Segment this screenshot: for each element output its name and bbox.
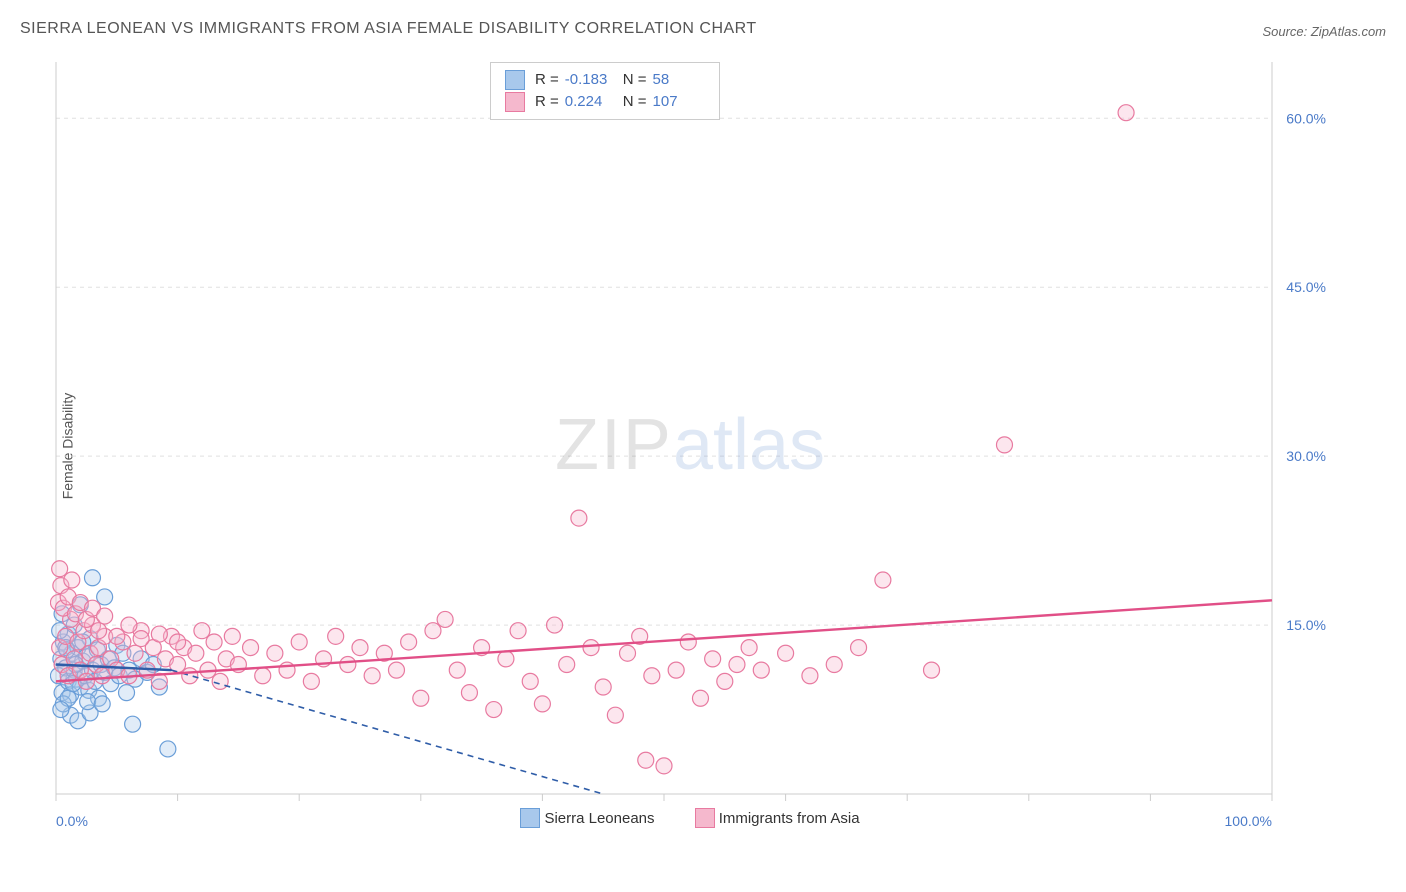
svg-text:15.0%: 15.0% bbox=[1286, 617, 1326, 633]
n-value-sierra: 58 bbox=[653, 69, 705, 91]
n-label: N = bbox=[623, 91, 647, 113]
chart-svg: 15.0%30.0%45.0%60.0%0.0%100.0% bbox=[50, 60, 1330, 830]
n-value-asia: 107 bbox=[653, 91, 705, 113]
legend-label-sierra: Sierra Leoneans bbox=[544, 810, 654, 827]
swatch-sierra-bottom bbox=[520, 808, 540, 828]
n-label: N = bbox=[623, 69, 647, 91]
chart-plot-area: 15.0%30.0%45.0%60.0%0.0%100.0% ZIPatlas … bbox=[50, 60, 1330, 830]
swatch-asia bbox=[505, 92, 525, 112]
r-label: R = bbox=[535, 69, 559, 91]
legend-item-asia: Immigrants from Asia bbox=[695, 808, 860, 828]
series-legend: Sierra Leoneans Immigrants from Asia bbox=[50, 808, 1330, 832]
legend-item-sierra: Sierra Leoneans bbox=[520, 808, 654, 828]
svg-text:30.0%: 30.0% bbox=[1286, 448, 1326, 464]
legend-row-asia: R = 0.224 N = 107 bbox=[505, 91, 705, 113]
source-attribution: Source: ZipAtlas.com bbox=[1262, 24, 1386, 39]
legend-label-asia: Immigrants from Asia bbox=[719, 810, 860, 827]
r-value-asia: 0.224 bbox=[565, 91, 617, 113]
correlation-legend: R = -0.183 N = 58 R = 0.224 N = 107 bbox=[490, 62, 720, 120]
swatch-sierra bbox=[505, 70, 525, 90]
r-value-sierra: -0.183 bbox=[565, 69, 617, 91]
svg-text:45.0%: 45.0% bbox=[1286, 279, 1326, 295]
svg-text:60.0%: 60.0% bbox=[1286, 110, 1326, 126]
r-label: R = bbox=[535, 91, 559, 113]
chart-title: SIERRA LEONEAN VS IMMIGRANTS FROM ASIA F… bbox=[20, 20, 757, 38]
legend-row-sierra: R = -0.183 N = 58 bbox=[505, 69, 705, 91]
swatch-asia-bottom bbox=[695, 808, 715, 828]
